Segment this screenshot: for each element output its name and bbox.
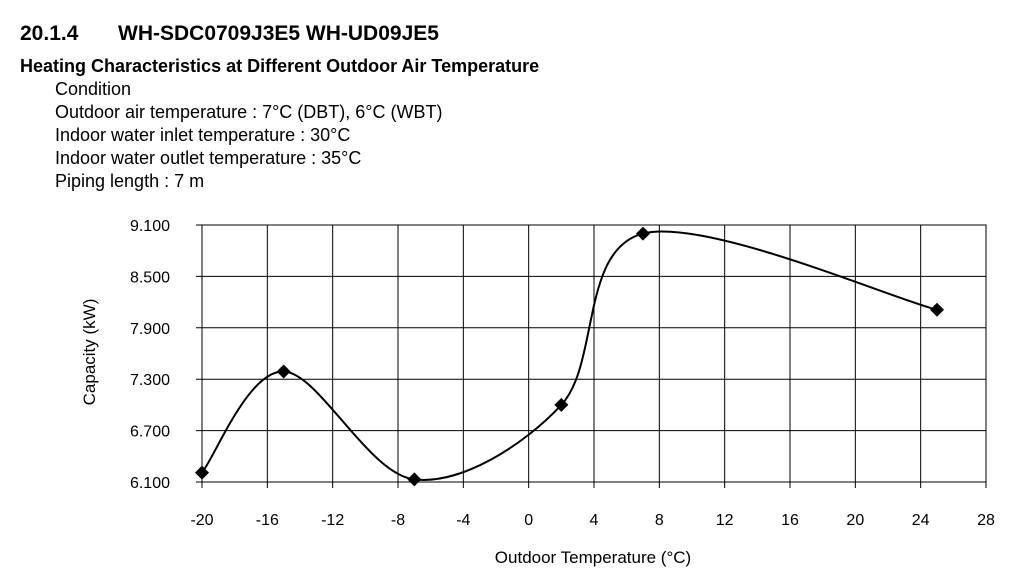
x-tick-label: 4	[590, 512, 599, 529]
y-tick-label: 8.500	[130, 269, 170, 286]
x-tick-label: 0	[524, 512, 533, 529]
x-tick-label: -4	[456, 512, 470, 529]
x-tick-label: 28	[977, 512, 995, 529]
data-markers	[195, 226, 944, 487]
x-tick-label: -20	[190, 512, 213, 529]
data-point-marker	[276, 364, 291, 379]
condition-water-outlet: Indoor water outlet temperature : 35°C	[55, 148, 362, 168]
condition-water-inlet: Indoor water inlet temperature : 30°C	[55, 125, 351, 145]
x-axis-label: Outdoor Temperature (°C)	[495, 548, 691, 567]
x-tick-label: 16	[781, 512, 799, 529]
x-tick-label: 20	[846, 512, 864, 529]
data-point-marker	[554, 397, 569, 412]
x-tick-label: -8	[391, 512, 405, 529]
y-tick-label: 7.900	[130, 321, 170, 338]
x-tick-label: -12	[321, 512, 344, 529]
data-point-marker	[636, 226, 650, 241]
data-point-marker	[407, 472, 422, 487]
y-tick-label: 9.100	[130, 218, 170, 235]
x-tick-label: 8	[655, 512, 664, 529]
y-tick-label: 6.700	[130, 424, 170, 441]
chart-subtitle: Heating Characteristics at Different Out…	[20, 56, 540, 76]
condition-outdoor-air: Outdoor air temperature : 7°C (DBT), 6°C…	[55, 102, 443, 122]
condition-piping-length: Piping length : 7 m	[55, 171, 205, 191]
plot-frame	[201, 224, 987, 483]
y-tick-label: 7.300	[130, 372, 170, 389]
section-heading: 20.1.4 WH-SDC0709J3E5 WH-UD09JE5	[20, 22, 439, 46]
chart-grid	[196, 224, 987, 488]
y-axis-ticks: 6.100 6.700 7.300 7.900 8.500 9.100	[130, 218, 170, 492]
y-tick-label: 6.100	[130, 475, 170, 492]
x-axis-ticks: -20 -16 -12 -8 -4 0 4 8 12 16 20 24 28	[190, 512, 995, 529]
section-number: 20.1.4	[20, 22, 79, 45]
capacity-curve	[201, 230, 938, 481]
condition-heading: Condition	[55, 79, 132, 99]
x-tick-label: 12	[716, 512, 734, 529]
data-point-marker	[195, 465, 209, 480]
data-point-marker	[930, 302, 944, 317]
y-axis-label: Capacity (kW)	[80, 299, 99, 406]
x-tick-label: -16	[256, 512, 279, 529]
x-tick-label: 24	[912, 512, 930, 529]
model-name: WH-SDC0709J3E5 WH-UD09JE5	[118, 22, 439, 45]
